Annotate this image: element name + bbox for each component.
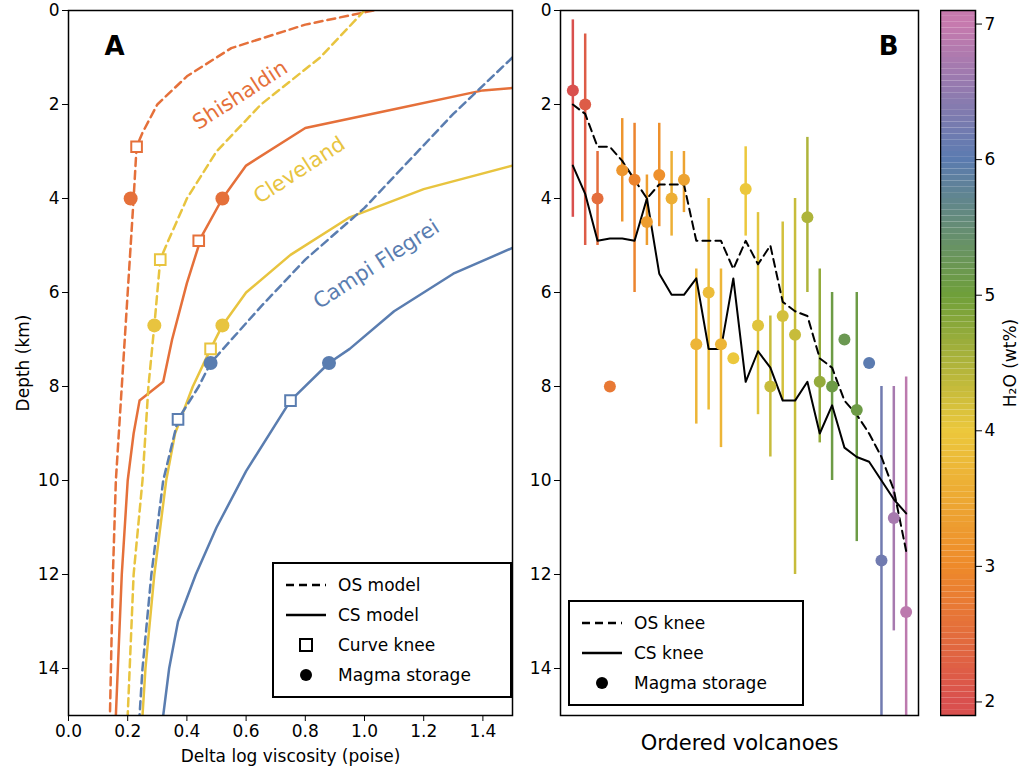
svg-text:Cleveland: Cleveland	[249, 132, 349, 209]
svg-text:10: 10	[530, 470, 552, 490]
svg-text:2: 2	[541, 94, 552, 114]
html-text:Magma storage: Magma storage	[634, 673, 767, 693]
svg-text:12: 12	[530, 564, 552, 584]
svg-text:A: A	[105, 31, 125, 61]
svg-text:Ordered volcanoes: Ordered volcanoes	[641, 731, 839, 755]
svg-text:1.2: 1.2	[410, 721, 437, 741]
html-text:Curve knee: Curve knee	[338, 635, 436, 655]
html-text:Magma storage: Magma storage	[338, 665, 471, 685]
svg-text:0: 0	[49, 0, 60, 20]
html-text:CS knee: CS knee	[634, 643, 704, 663]
svg-text:14: 14	[38, 658, 60, 678]
svg-text:3: 3	[985, 556, 996, 576]
svg-text:Delta log viscosity (poise): Delta log viscosity (poise)	[181, 746, 401, 766]
html-text:OS model: OS model	[338, 575, 421, 595]
svg-text:6: 6	[985, 149, 996, 169]
html-text:CS model: CS model	[338, 605, 419, 625]
svg-text:14: 14	[530, 658, 552, 678]
svg-text:8: 8	[541, 376, 552, 396]
svg-text:0.4: 0.4	[173, 721, 200, 741]
svg-text:5: 5	[985, 285, 996, 305]
svg-text:12: 12	[38, 564, 60, 584]
svg-text:6: 6	[541, 282, 552, 302]
svg-text:6: 6	[49, 282, 60, 302]
svg-text:8: 8	[49, 376, 60, 396]
svg-text:1.4: 1.4	[469, 721, 496, 741]
svg-text:0.2: 0.2	[114, 721, 141, 741]
svg-text:0.0: 0.0	[55, 721, 82, 741]
svg-text:4: 4	[541, 188, 552, 208]
svg-text:Shishaldin: Shishaldin	[188, 55, 292, 134]
svg-text:0.6: 0.6	[233, 721, 260, 741]
svg-text:4: 4	[985, 420, 996, 440]
svg-text:7: 7	[985, 13, 996, 33]
svg-text:H₂O (wt%): H₂O (wt%)	[1000, 319, 1020, 407]
svg-text:4: 4	[49, 188, 60, 208]
svg-text:2: 2	[49, 94, 60, 114]
html-text:OS knee: OS knee	[634, 613, 706, 633]
svg-text:Depth (km): Depth (km)	[13, 315, 33, 412]
svg-text:0.8: 0.8	[292, 721, 319, 741]
svg-text:1.0: 1.0	[351, 721, 378, 741]
svg-text:Campi Flegrei: Campi Flegrei	[309, 215, 444, 314]
svg-text:2: 2	[985, 691, 996, 711]
svg-text:0: 0	[541, 0, 552, 20]
svg-text:10: 10	[38, 470, 60, 490]
svg-text:B: B	[879, 31, 899, 61]
